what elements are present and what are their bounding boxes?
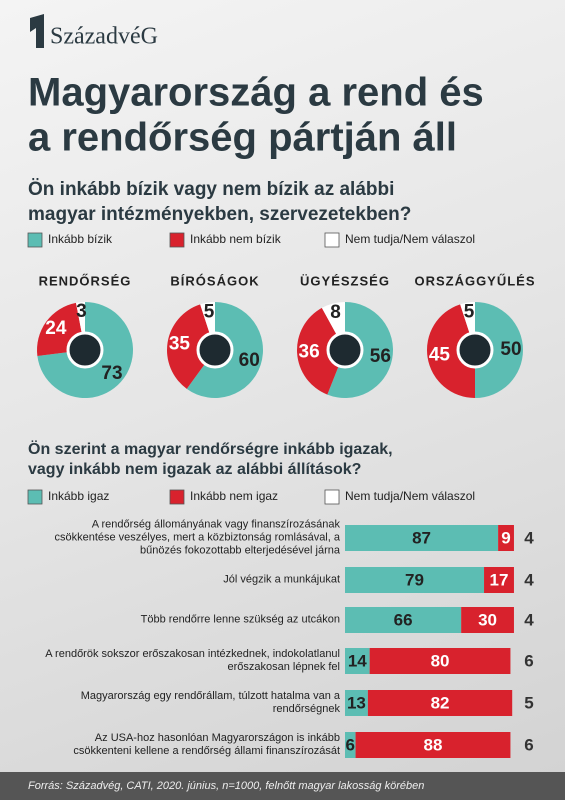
- data-label: 30: [478, 610, 497, 629]
- bar: [515, 525, 522, 551]
- pie-slice: [475, 302, 523, 398]
- pie-icon: [456, 331, 494, 369]
- data-label: 87: [412, 528, 431, 547]
- data-label: 66: [394, 610, 413, 629]
- data-label: 50: [500, 339, 521, 360]
- data-label: 56: [370, 346, 391, 367]
- pie-label: RENDŐRSÉG: [39, 273, 132, 288]
- category-label: Magyarország egy rendőrállam, túlzott ha…: [80, 690, 340, 715]
- data-label: 5: [204, 301, 215, 322]
- bar: [515, 607, 522, 633]
- legend-swatch: [324, 232, 340, 248]
- data-label: 17: [490, 570, 509, 589]
- data-label: 13: [347, 693, 366, 712]
- data-label: 24: [45, 318, 67, 339]
- footer-bar: [0, 772, 565, 800]
- legend-swatch: [27, 232, 43, 248]
- title: Magyarország a rend és: [28, 71, 484, 115]
- category-label: A rendőrség állományának vagy finanszíro…: [54, 518, 340, 557]
- legend-label: Nem tudja/Nem válaszol: [345, 232, 475, 246]
- bar: [484, 567, 514, 593]
- logo: SzázadvéG: [50, 24, 158, 50]
- legend-label: Inkább nem bízik: [190, 232, 282, 246]
- legend-label: Nem tudja/Nem válaszol: [345, 489, 475, 503]
- legend-swatch: [169, 489, 185, 505]
- data-label: 73: [101, 363, 122, 384]
- bar: [498, 525, 514, 551]
- question: magyar intézményekben, szervezetekben?: [28, 204, 411, 225]
- legend-swatch: [27, 489, 43, 505]
- data-label: 4: [524, 528, 534, 547]
- bar: [461, 607, 514, 633]
- legend-label: Inkább nem igaz: [190, 489, 278, 503]
- pie-slice: [166, 304, 215, 389]
- data-label: 80: [431, 651, 450, 670]
- pie-icon: [66, 331, 104, 369]
- question: Ön szerint a magyar rendőrségre inkább i…: [28, 439, 393, 458]
- data-label: 14: [348, 651, 367, 670]
- pie-label: ORSZÁGGYŰLÉS: [414, 273, 535, 288]
- data-label: 4: [524, 570, 534, 589]
- bar: [345, 648, 370, 674]
- pie-slice: [426, 304, 475, 398]
- logo-mark: [30, 14, 44, 48]
- bar: [345, 690, 368, 716]
- bar: [345, 567, 485, 593]
- bar: [511, 732, 522, 758]
- category-label: Jól végzik a munkájukat: [223, 573, 340, 586]
- data-label: 82: [431, 693, 450, 712]
- data-label: 79: [405, 570, 424, 589]
- data-label: 8: [330, 302, 341, 323]
- pie-label: BÍRÓSÁGOK: [170, 273, 259, 288]
- pie-icon: [326, 331, 364, 369]
- data-label: 3: [76, 301, 87, 322]
- legend-swatch: [169, 232, 185, 248]
- bar: [345, 607, 462, 633]
- category-label: A rendőrök sokszor erőszakosan intézkedn…: [45, 648, 340, 673]
- bar: [513, 690, 522, 716]
- data-label: 45: [429, 345, 451, 366]
- legend-label: Inkább bízik: [48, 232, 113, 246]
- bar: [369, 648, 511, 674]
- legend-swatch: [324, 489, 340, 505]
- data-label: 4: [524, 610, 534, 629]
- question: Ön inkább bízik vagy nem bízik az alábbi: [28, 179, 394, 200]
- category-label: Az USA-hoz hasonlóan Magyarországon is i…: [73, 732, 340, 757]
- legend-label: Inkább igaz: [48, 489, 109, 503]
- bar: [355, 732, 511, 758]
- data-label: 6: [524, 651, 533, 670]
- data-label: 60: [239, 350, 260, 371]
- data-label: 88: [424, 735, 443, 754]
- bar: [345, 525, 499, 551]
- bar: [367, 690, 513, 716]
- data-label: 5: [464, 301, 475, 322]
- data-label: 9: [501, 528, 510, 547]
- bar: [511, 648, 522, 674]
- pie-label: ÜGYÉSZSÉG: [300, 273, 390, 288]
- question: vagy inkább nem igazak az alábbi állítás…: [28, 461, 361, 478]
- data-label: 35: [169, 333, 191, 354]
- title: a rendőrség pártján áll: [28, 116, 457, 160]
- data-label: 36: [299, 341, 320, 362]
- bar: [345, 732, 356, 758]
- pie-slice: [297, 307, 345, 395]
- data-label: 5: [524, 693, 533, 712]
- data-label: 6: [524, 735, 533, 754]
- data-label: 6: [346, 735, 355, 754]
- category-label: Több rendőrre lenne szükség az utcákon: [140, 613, 340, 626]
- source: Forrás: Századvég, CATI, 2020. június, n…: [28, 780, 424, 792]
- bar: [515, 567, 522, 593]
- pie-icon: [196, 331, 234, 369]
